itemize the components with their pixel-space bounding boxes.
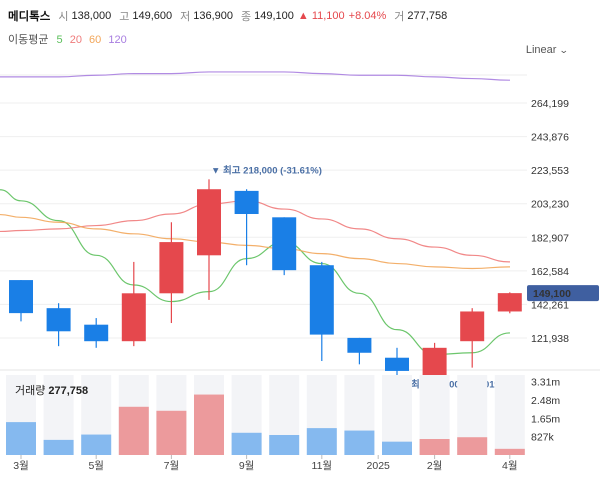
price-tick-label: 203,230 <box>531 199 569 211</box>
close-label: 종 <box>241 11 252 23</box>
candle-body <box>460 311 485 342</box>
candle-body <box>347 337 372 353</box>
low-label: 저 <box>180 11 191 23</box>
price-tick-label: 264,199 <box>531 98 569 110</box>
volume-tick-label: 2.48m <box>531 395 560 407</box>
volume-bar <box>81 434 112 455</box>
candle-body <box>309 265 334 335</box>
month-label: 9월 <box>239 460 255 472</box>
high-value: 149,600 <box>132 10 173 22</box>
candle-body <box>121 293 146 342</box>
ma-period-5: 5 <box>56 34 63 46</box>
volume-bar <box>344 430 375 455</box>
candle-body <box>422 347 447 376</box>
volume-bar <box>457 437 488 455</box>
volume-title-label: 거래량 <box>15 385 46 397</box>
ma-line-20 <box>0 200 510 263</box>
ma-period-120: 120 <box>108 34 127 46</box>
month-label: 7월 <box>164 460 180 472</box>
volume-bar <box>419 439 450 455</box>
volume-panel-title: 거래량 277,758 <box>15 382 88 398</box>
volume-bar <box>306 428 337 455</box>
price-tick-label: 223,553 <box>531 165 569 177</box>
price-tick-label: 182,907 <box>531 232 569 244</box>
volume-bar <box>118 406 149 455</box>
month-label: 3월 <box>13 460 29 472</box>
candle-body <box>197 189 221 256</box>
open-value: 138,000 <box>71 10 112 22</box>
candle-body <box>234 190 259 215</box>
candle-body <box>159 242 184 294</box>
stock-name: 메디톡스 <box>8 11 51 23</box>
month-label: 5월 <box>88 460 104 472</box>
candle-body <box>9 280 33 314</box>
volume-tick-label: 827k <box>531 432 555 444</box>
price-tick-label: 162,584 <box>531 266 569 278</box>
moving-average-legend[interactable]: 이동평균 5 20 60 120 <box>8 31 131 47</box>
candle-body <box>497 293 522 312</box>
scale-mode-dropdown[interactable]: Linear ⌄ <box>525 44 570 56</box>
last-price-badge <box>527 285 599 302</box>
volume-label: 거 <box>394 11 405 23</box>
volume-bar <box>382 441 412 455</box>
ma-period-60: 60 <box>89 34 102 46</box>
volume-tick-label: 3.31m <box>531 376 560 388</box>
ma-line-120 <box>0 71 510 81</box>
month-label: 4월 <box>502 460 518 472</box>
candle-body <box>272 217 297 271</box>
ma-line-5 <box>0 189 510 356</box>
month-label: 2025 <box>367 460 391 472</box>
candle-body <box>385 357 409 371</box>
month-label: 2월 <box>427 460 443 472</box>
volume-bar <box>6 422 36 455</box>
volume-bar <box>269 435 300 455</box>
volume-bar <box>43 439 74 455</box>
last-price-label: 149,100 <box>533 288 571 300</box>
candle-body <box>84 324 109 342</box>
volume-bar <box>156 410 187 455</box>
volume-current-value: 277,758 <box>48 385 89 397</box>
volume-bar <box>494 448 525 455</box>
change-percent: +8.04% <box>348 10 387 22</box>
volume-value: 277,758 <box>407 10 448 22</box>
volume-bar <box>194 394 224 455</box>
change-value: ▲ 11,100 <box>297 10 345 22</box>
ma-legend-title: 이동평균 <box>8 34 49 46</box>
price-tick-label: 142,261 <box>531 299 569 311</box>
price-annotation: ▼ 최고 218,000 (-31.61%) <box>211 164 322 176</box>
stock-header: 메디톡스 시 138,000 고 149,600 저 136,900 종 149… <box>8 6 455 26</box>
low-value: 136,900 <box>193 10 233 22</box>
volume-tick-label: 1.65m <box>531 413 560 425</box>
close-value: 149,100 <box>254 10 294 22</box>
volume-bar-background <box>494 375 525 455</box>
volume-bar <box>231 432 262 455</box>
month-label: 11월 <box>312 460 333 472</box>
high-label: 고 <box>119 11 130 23</box>
price-annotation: ▲ 최저 112,000 (33.01%) <box>399 378 506 390</box>
open-label: 시 <box>58 11 69 23</box>
ma-line-60 <box>0 213 510 270</box>
scale-mode-label: Linear <box>525 44 557 56</box>
chevron-down-icon: ⌄ <box>559 44 570 55</box>
ma-period-20: 20 <box>69 34 82 46</box>
price-tick-label: 243,876 <box>531 132 569 144</box>
candle-body <box>46 308 71 332</box>
price-tick-label: 121,938 <box>531 333 569 345</box>
